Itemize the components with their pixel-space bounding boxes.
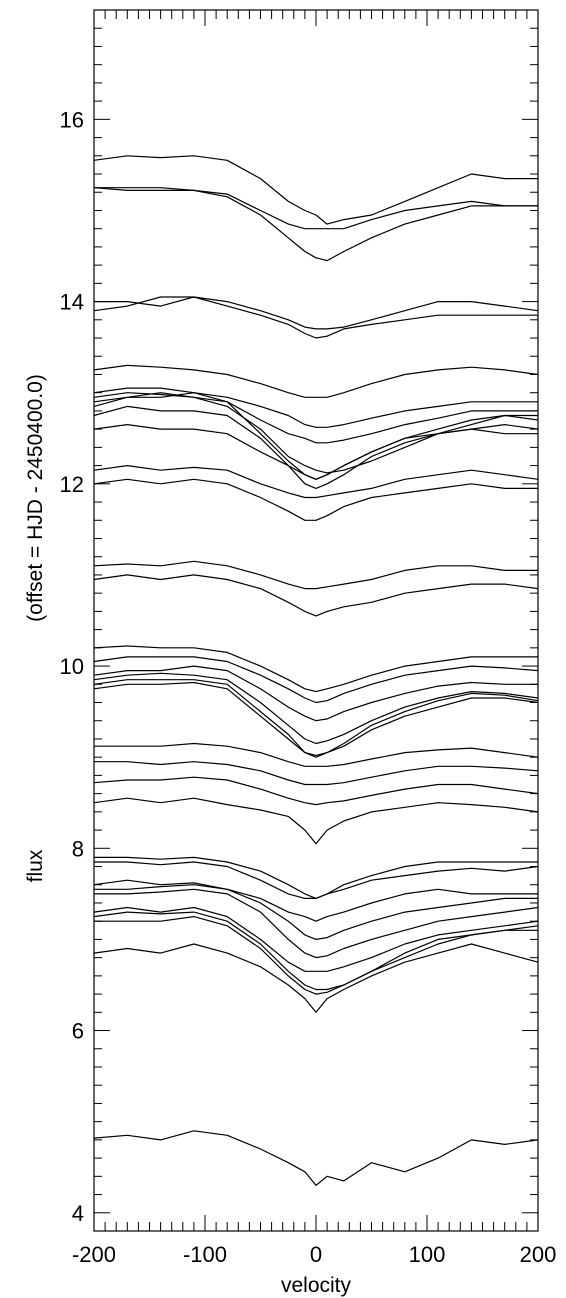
x-tick-label: 100 xyxy=(409,1242,446,1267)
y-axis-label-flux: flux xyxy=(24,849,47,882)
series-line-6 xyxy=(93,364,539,398)
series-line-9 xyxy=(93,392,538,474)
series-line-29 xyxy=(93,879,538,922)
series-line-31 xyxy=(94,888,539,959)
series-line-35 xyxy=(93,943,539,1013)
y-tick-label: 6 xyxy=(72,1019,84,1044)
y-tick-label: 10 xyxy=(60,654,84,679)
x-tick-label: 0 xyxy=(310,1242,322,1267)
y-axis-label-offset: (offset = HJD - 2450400.0) xyxy=(24,374,47,622)
x-tick-label: -100 xyxy=(183,1242,227,1267)
y-tick-label: 8 xyxy=(72,836,84,861)
x-axis-label: velocity xyxy=(281,1274,352,1297)
series-line-1 xyxy=(93,155,538,225)
plot-frame xyxy=(93,9,539,1232)
series-line-19 xyxy=(93,665,538,722)
series-line-12 xyxy=(93,424,538,480)
series-line-7 xyxy=(93,387,538,428)
series-line-15 xyxy=(93,560,538,590)
series-line-3 xyxy=(94,187,538,262)
series-line-14 xyxy=(93,478,538,521)
series-line-2 xyxy=(93,187,538,230)
series-line-21 xyxy=(93,679,539,758)
series-line-33 xyxy=(93,911,539,991)
series-line-11 xyxy=(93,405,539,489)
series-line-5 xyxy=(93,296,538,339)
y-tick-label: 4 xyxy=(72,1201,84,1226)
series-line-30 xyxy=(94,884,538,941)
x-tick-label: 200 xyxy=(520,1242,557,1267)
series-line-13 xyxy=(93,465,539,499)
series-line-25 xyxy=(93,776,539,806)
series-line-34 xyxy=(94,915,538,995)
series-line-17 xyxy=(93,645,538,693)
series-line-32 xyxy=(93,906,539,972)
series-line-16 xyxy=(93,574,539,617)
series-line-24 xyxy=(94,761,539,786)
series-line-26 xyxy=(93,797,539,845)
series-line-23 xyxy=(94,742,539,767)
x-tick-label: -200 xyxy=(72,1242,116,1267)
y-tick-label: 14 xyxy=(60,290,84,315)
series-line-18 xyxy=(93,656,539,704)
series-line-22 xyxy=(93,681,539,757)
series-line-10 xyxy=(93,392,539,480)
series-line-28 xyxy=(94,861,539,900)
series-line-4 xyxy=(94,296,539,330)
series-line-36 xyxy=(93,1130,539,1187)
series-line-8 xyxy=(93,392,538,444)
y-tick-label: 16 xyxy=(60,107,84,132)
y-tick-label: 12 xyxy=(60,472,84,497)
series-line-20 xyxy=(93,672,539,745)
